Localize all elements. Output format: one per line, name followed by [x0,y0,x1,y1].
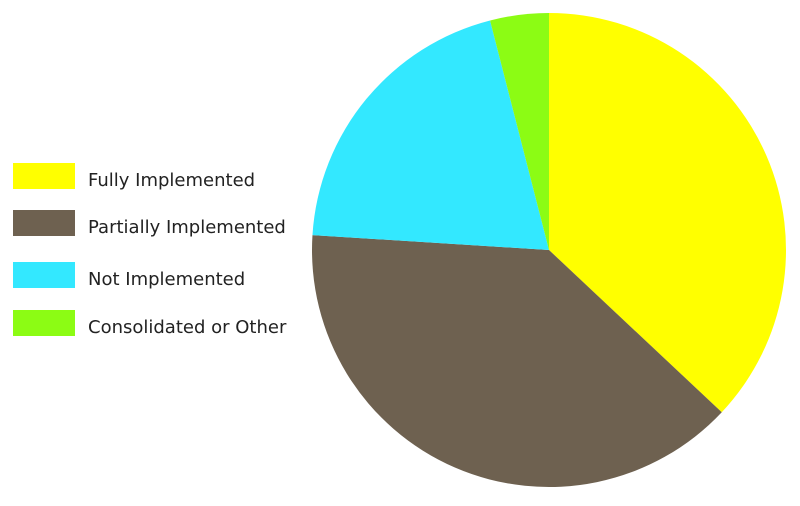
legend-label: Not Implemented [88,269,245,290]
legend-label: Partially Implemented [88,217,286,238]
pie-slice [549,13,786,413]
pie-slice [311,235,722,487]
legend-swatch [13,310,75,336]
pie-slice [490,13,549,250]
legend-swatch [13,262,75,288]
legend-swatch [13,163,75,189]
pie-slice [312,20,549,251]
legend-label: Consolidated or Other [88,317,287,338]
legend-swatch [13,210,75,236]
legend-label: Fully Implemented [88,170,255,191]
